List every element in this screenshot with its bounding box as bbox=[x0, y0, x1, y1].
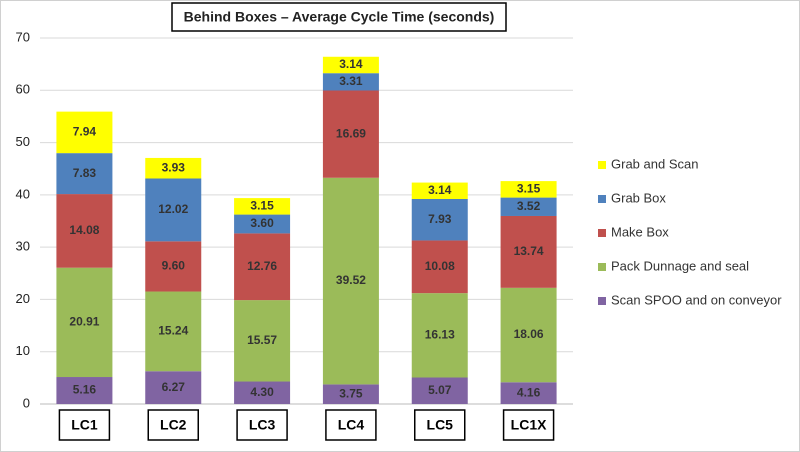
bar-segment bbox=[500, 287, 557, 383]
bar-segment bbox=[322, 384, 379, 404]
x-tick-label: LC3 bbox=[249, 417, 276, 433]
legend-swatch bbox=[598, 229, 606, 237]
value-label: 3.14 bbox=[428, 183, 452, 197]
value-label: 3.93 bbox=[162, 160, 186, 174]
bar-segment bbox=[234, 198, 291, 215]
bar-segment bbox=[56, 111, 113, 154]
value-label: 3.31 bbox=[339, 74, 363, 88]
category-box bbox=[58, 409, 111, 441]
legend-label: Make Box bbox=[611, 224, 669, 239]
category-box bbox=[414, 409, 466, 441]
category-box bbox=[325, 409, 377, 441]
x-tick-label: LC1X bbox=[511, 417, 547, 433]
title-box bbox=[171, 2, 507, 32]
category-box bbox=[147, 409, 199, 441]
legend-swatch bbox=[598, 263, 606, 271]
bar-segment bbox=[145, 241, 202, 292]
chart-title: Behind Boxes – Average Cycle Time (secon… bbox=[184, 9, 495, 25]
value-label: 3.14 bbox=[339, 57, 363, 71]
bar-segment bbox=[145, 291, 202, 372]
value-label: 15.57 bbox=[247, 333, 277, 347]
value-label: 3.60 bbox=[250, 216, 274, 230]
bar-segment bbox=[234, 233, 291, 301]
bar-segment bbox=[234, 214, 291, 234]
bar-segment bbox=[500, 215, 557, 288]
legend-label: Pack Dunnage and seal bbox=[611, 258, 749, 273]
bar-segment bbox=[145, 178, 202, 242]
y-tick-label: 70 bbox=[16, 29, 30, 44]
y-tick-label: 50 bbox=[16, 134, 30, 149]
bar-segment bbox=[234, 381, 291, 404]
bar-segment bbox=[411, 182, 468, 199]
value-label: 18.06 bbox=[514, 327, 544, 341]
x-tick-label: LC5 bbox=[427, 417, 454, 433]
bar-segment bbox=[145, 157, 202, 179]
value-label: 3.75 bbox=[339, 386, 363, 400]
bar-segment bbox=[500, 181, 557, 198]
bar-segment bbox=[411, 293, 468, 378]
value-label: 5.07 bbox=[428, 383, 452, 397]
x-tick-label: LC4 bbox=[338, 417, 365, 433]
legend-swatch bbox=[598, 297, 606, 305]
bar-segment bbox=[56, 194, 113, 268]
value-label: 6.27 bbox=[162, 380, 186, 394]
x-tick-label: LC1 bbox=[71, 417, 98, 433]
value-label: 13.74 bbox=[514, 244, 544, 258]
value-label: 20.91 bbox=[69, 315, 99, 329]
value-label: 9.60 bbox=[162, 259, 186, 273]
category-box bbox=[502, 409, 555, 441]
value-label: 3.15 bbox=[517, 182, 541, 196]
value-label: 3.15 bbox=[250, 199, 274, 213]
y-tick-label: 40 bbox=[16, 186, 30, 201]
value-label: 7.94 bbox=[73, 125, 97, 139]
value-label: 7.83 bbox=[73, 166, 97, 180]
value-label: 4.16 bbox=[517, 385, 541, 399]
value-label: 16.13 bbox=[425, 327, 455, 341]
bar-segment bbox=[322, 177, 379, 385]
legend-label: Scan SPOO and on conveyor bbox=[611, 292, 782, 307]
bar-segment bbox=[56, 267, 113, 378]
value-label: 12.76 bbox=[247, 259, 277, 273]
value-label: 16.69 bbox=[336, 126, 366, 140]
y-tick-label: 0 bbox=[23, 395, 30, 410]
value-label: 39.52 bbox=[336, 273, 366, 287]
legend-label: Grab and Scan bbox=[611, 156, 698, 171]
bar-segment bbox=[56, 377, 113, 404]
bar-segment bbox=[56, 153, 113, 195]
y-tick-label: 60 bbox=[16, 82, 30, 97]
bar-segment bbox=[234, 300, 291, 382]
legend-swatch bbox=[598, 195, 606, 203]
y-tick-label: 30 bbox=[16, 239, 30, 254]
bar-segment bbox=[411, 377, 468, 404]
bar-segment bbox=[322, 90, 379, 178]
bar-segment bbox=[411, 240, 468, 294]
x-tick-label: LC2 bbox=[160, 417, 187, 433]
y-tick-label: 10 bbox=[16, 343, 30, 358]
bar-segment bbox=[145, 371, 202, 404]
value-label: 7.93 bbox=[428, 212, 452, 226]
bar-segment bbox=[411, 198, 468, 241]
category-box bbox=[236, 409, 288, 441]
legend-label: Grab Box bbox=[611, 190, 666, 205]
y-tick-label: 20 bbox=[16, 291, 30, 306]
value-label: 4.30 bbox=[250, 385, 274, 399]
bar-segment bbox=[500, 197, 557, 216]
bar-segment bbox=[322, 56, 379, 74]
value-label: 14.08 bbox=[69, 223, 99, 237]
value-label: 5.16 bbox=[73, 383, 97, 397]
value-label: 10.08 bbox=[425, 259, 455, 273]
bar-segment bbox=[500, 382, 557, 404]
value-label: 3.52 bbox=[517, 199, 541, 213]
bar-segment bbox=[322, 73, 379, 91]
value-label: 12.02 bbox=[158, 202, 188, 216]
legend-swatch bbox=[598, 161, 606, 169]
value-label: 15.24 bbox=[158, 324, 188, 338]
